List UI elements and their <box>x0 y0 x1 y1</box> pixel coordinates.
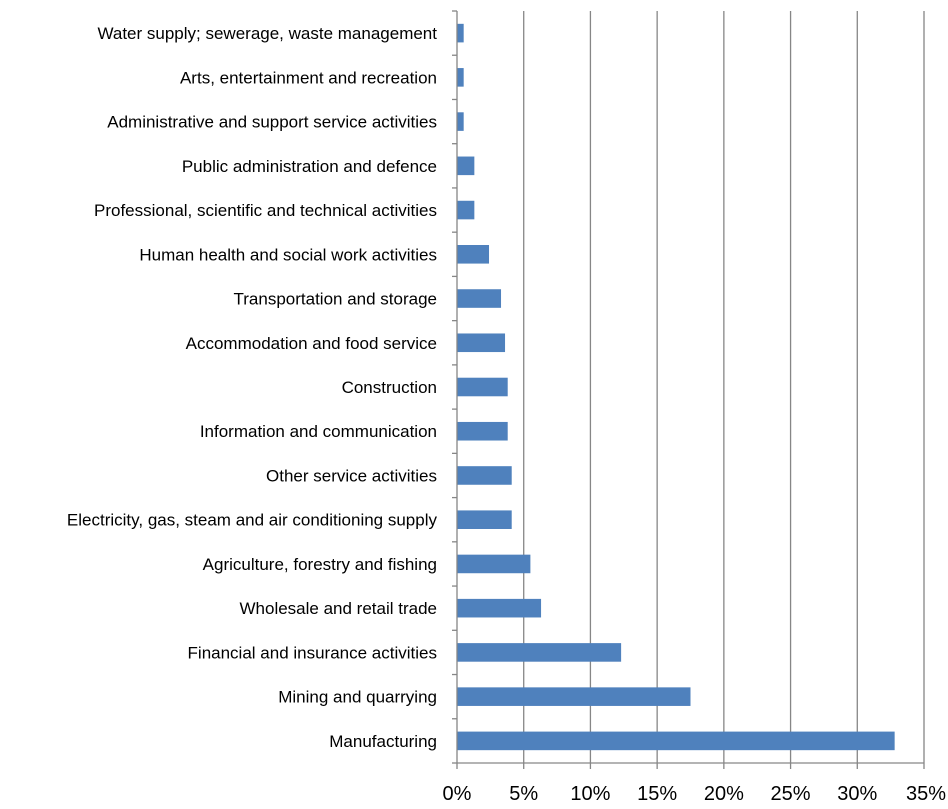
gridlines <box>523 11 925 763</box>
bar-2 <box>457 112 464 131</box>
category-label-9: Information and communication <box>200 422 437 441</box>
bar-10 <box>457 466 512 485</box>
x-tick-label-7: 35% <box>906 783 946 805</box>
category-label-6: Transportation and storage <box>234 290 438 309</box>
category-label-8: Construction <box>342 378 437 397</box>
bar-5 <box>457 245 490 264</box>
bar-12 <box>457 554 531 574</box>
category-label-1: Arts, entertainment and recreation <box>180 68 437 87</box>
x-tick-labels: 0% 5% 10% 15% 20% 25% 30% 35% <box>443 783 947 805</box>
x-tick-label-3: 15% <box>637 783 677 805</box>
bar-11 <box>457 510 512 529</box>
x-tick-label-4: 20% <box>704 783 744 805</box>
bar-0 <box>457 23 464 43</box>
bar-16 <box>457 731 895 751</box>
category-label-7: Accommodation and food service <box>186 334 437 353</box>
bar-6 <box>457 289 502 308</box>
bar-9 <box>457 421 508 441</box>
category-label-15: Mining and quarrying <box>278 688 437 707</box>
bar-15 <box>457 687 691 706</box>
bars <box>457 23 895 751</box>
x-tick-label-5: 25% <box>771 783 811 805</box>
category-label-14: Financial and insurance activities <box>188 643 437 662</box>
x-tick-label-1: 5% <box>509 783 538 805</box>
bar-7 <box>457 333 506 353</box>
category-label-5: Human health and social work activities <box>139 245 437 264</box>
x-tick-label-6: 30% <box>837 783 877 805</box>
category-label-10: Other service activities <box>266 466 437 485</box>
bar-13 <box>457 598 542 618</box>
category-label-4: Professional, scientific and technical a… <box>94 201 437 220</box>
axes <box>452 10 925 769</box>
x-tick-label-0: 0% <box>443 783 472 805</box>
category-label-11: Electricity, gas, steam and air conditio… <box>67 511 438 530</box>
bar-3 <box>457 156 475 176</box>
bar-8 <box>457 377 508 397</box>
bar-14 <box>457 643 622 662</box>
category-label-16: Manufacturing <box>329 732 437 751</box>
category-labels: Water supply; sewerage, waste management… <box>67 24 438 751</box>
x-tick-label-2: 10% <box>570 783 610 805</box>
category-label-3: Public administration and defence <box>182 157 437 176</box>
category-label-0: Water supply; sewerage, waste management <box>97 24 437 43</box>
bar-4 <box>457 200 475 220</box>
bar-1 <box>457 68 464 87</box>
category-label-12: Agriculture, forestry and fishing <box>203 555 437 574</box>
category-label-13: Wholesale and retail trade <box>239 599 437 618</box>
category-label-2: Administrative and support service activ… <box>107 113 437 132</box>
